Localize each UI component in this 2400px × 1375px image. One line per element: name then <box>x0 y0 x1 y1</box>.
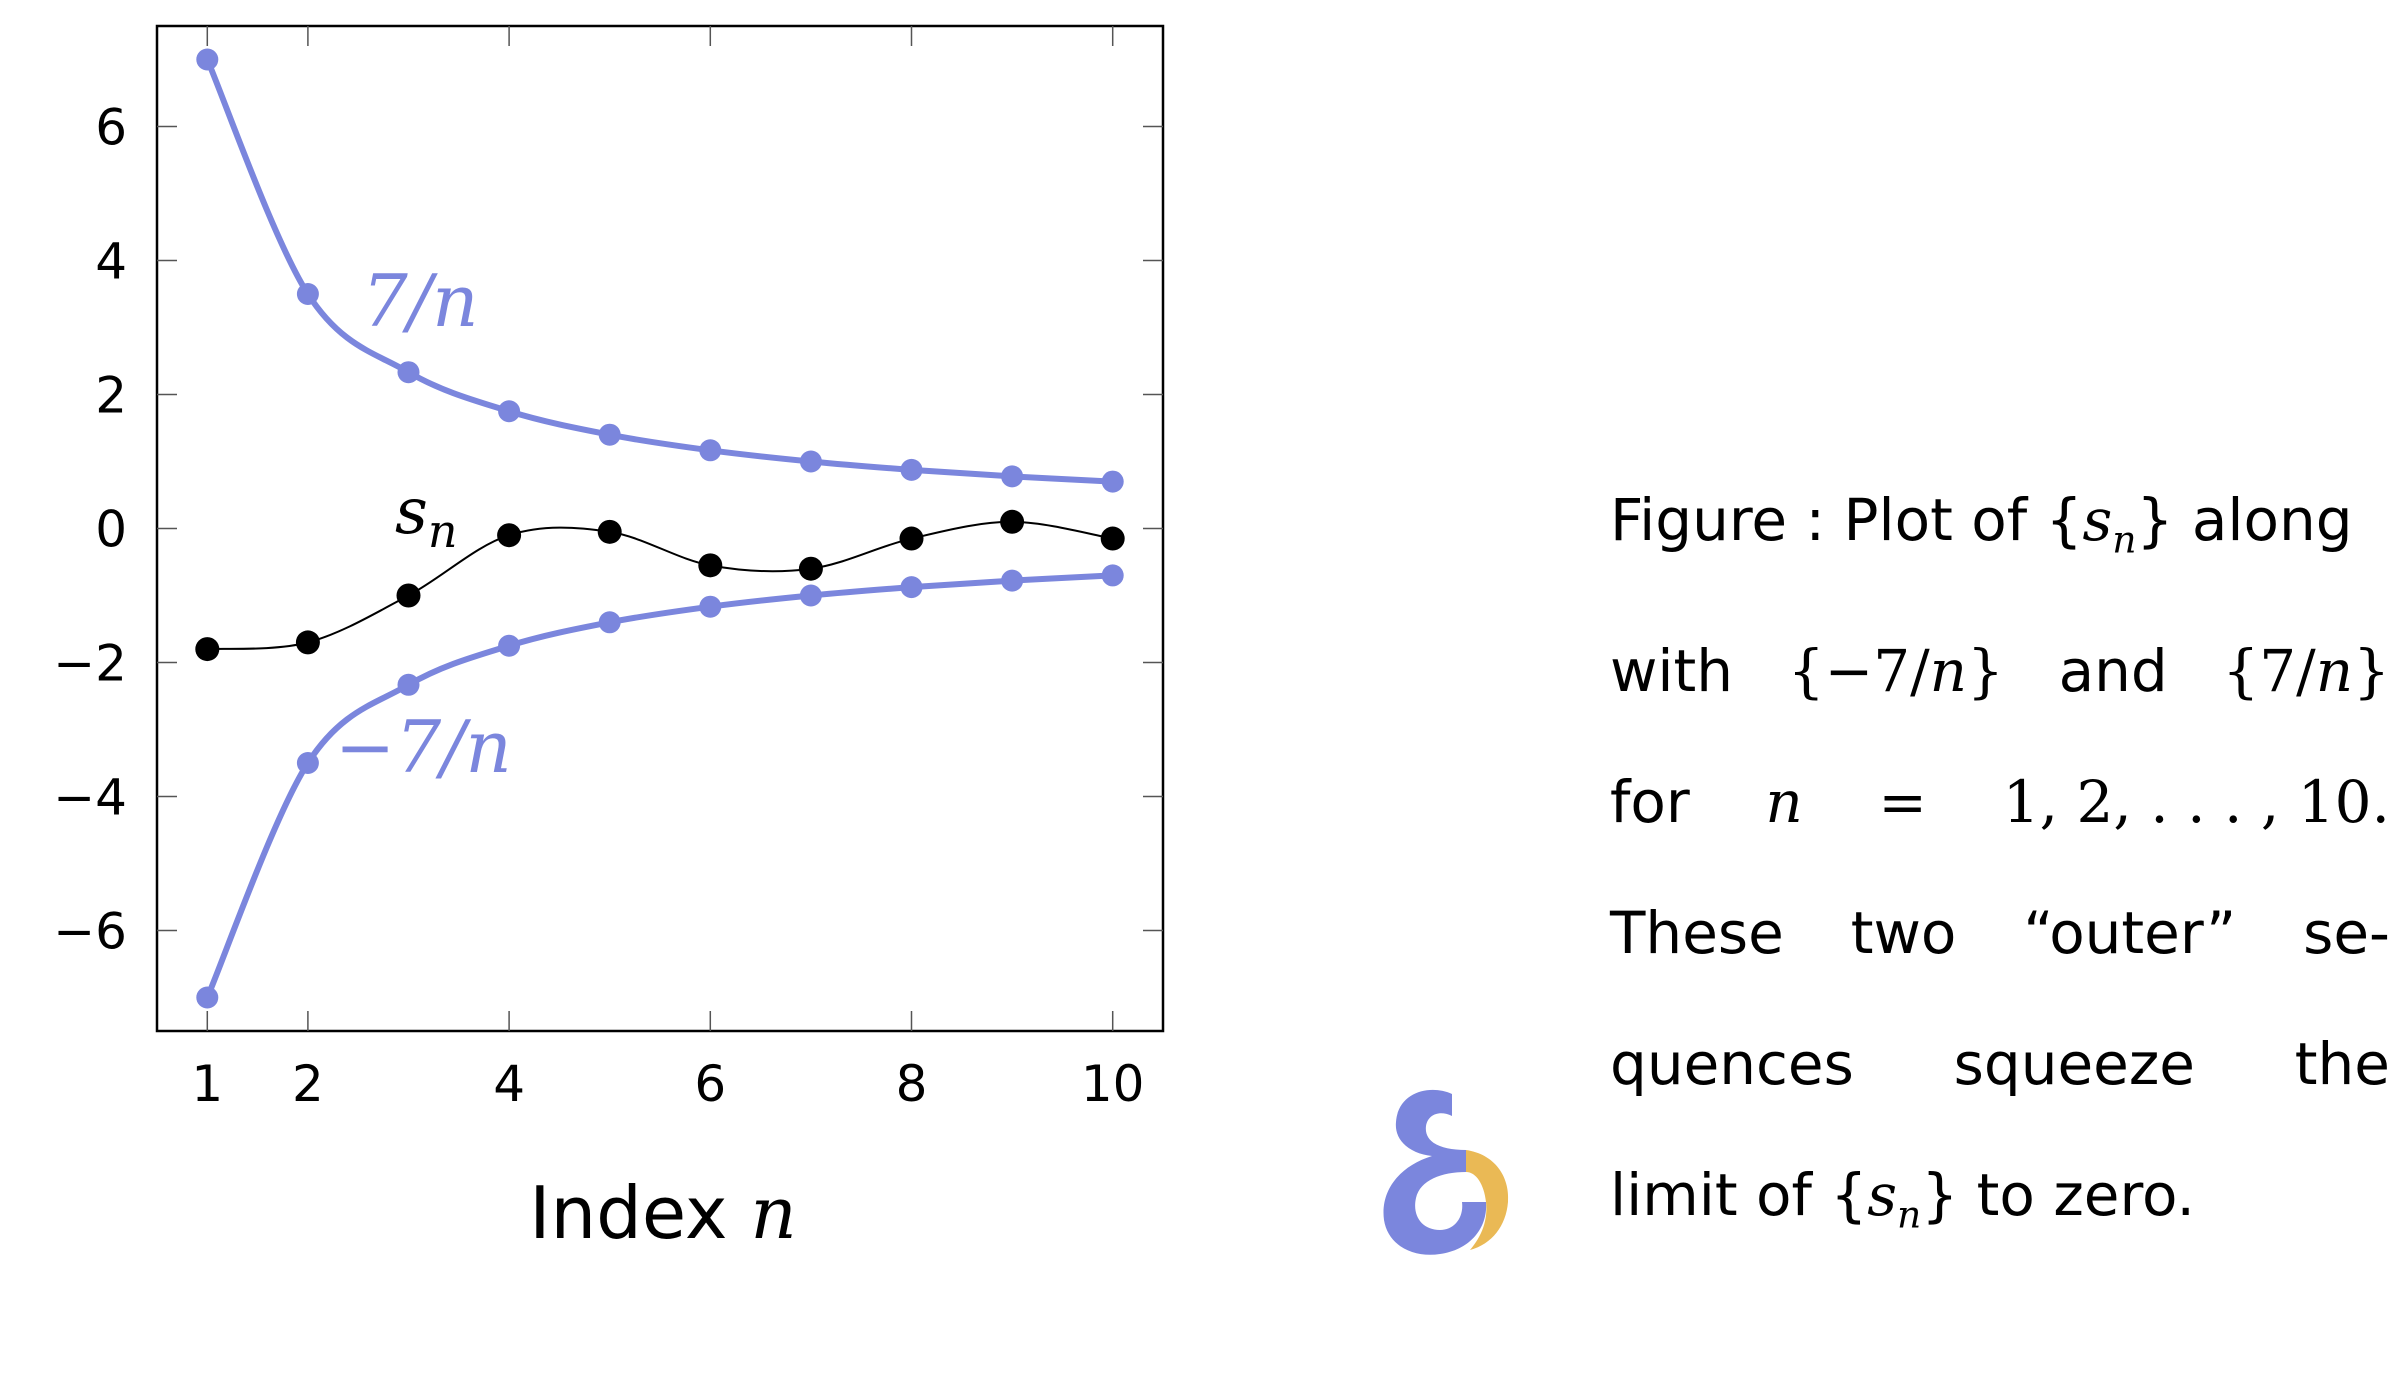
lower-bound-neg-7-over-n-point <box>699 595 722 618</box>
y-tick-label: −2 <box>53 635 127 693</box>
sequence-s-n-point <box>798 556 823 581</box>
sequence-s-n-point <box>1000 509 1025 534</box>
y-tick-label: 6 <box>95 99 127 157</box>
upper-bound-7-over-n-point <box>799 450 822 473</box>
sequence-s-n-point <box>396 583 421 608</box>
series-points <box>195 48 1125 1009</box>
logo-hole <box>1420 1182 1460 1222</box>
upper-bound-7-over-n-point <box>900 458 923 481</box>
upper-bound-7-over-n-point <box>699 439 722 462</box>
lower-bound-neg-7-over-n-point <box>498 634 521 657</box>
axes: 1 2 4 6 8 10 6 4 2 0 −2 −4 −6 <box>53 24 1165 1113</box>
sequence-s-n-point <box>195 637 220 662</box>
lower-bound-neg-7-over-n-point <box>1101 564 1124 587</box>
y-tick-label: 0 <box>95 501 127 559</box>
y-tick-label: −4 <box>53 769 127 827</box>
lower-bound-neg-7-over-n-point <box>1001 569 1024 592</box>
sequence-s-n-point <box>1100 526 1125 551</box>
series-labels: 7/n −7/n sn <box>335 259 512 789</box>
caption-line-1: Figure : Plot of {sn} along <box>1610 486 2353 562</box>
sequence-s-n-point <box>698 553 723 578</box>
overleaf-logo <box>1383 1089 1509 1255</box>
series-label-neg-7-over-n: −7/n <box>335 705 512 789</box>
upper-bound-7-over-n-point <box>397 361 420 384</box>
sequence-s-n-line <box>207 520 1113 651</box>
series-label-s-n: sn <box>395 475 457 558</box>
caption-line-2: with {−7/n} and {7/n} <box>1610 636 2390 705</box>
sequence-s-n-point <box>497 523 522 548</box>
lower-bound-neg-7-over-n-point <box>598 611 621 634</box>
lower-bound-neg-7-over-n-point <box>397 673 420 696</box>
upper-bound-7-over-n-point <box>296 283 319 305</box>
x-tick-label: 8 <box>896 1055 928 1113</box>
upper-bound-7-over-n-line <box>204 58 1113 485</box>
caption-line-4: These two “outer” se- <box>1610 898 2390 967</box>
y-tick-label: −6 <box>53 903 127 961</box>
x-axis-label: Index n <box>529 1171 796 1255</box>
x-tick-label: 10 <box>1081 1055 1145 1113</box>
x-tick-label: 6 <box>694 1055 726 1113</box>
upper-bound-7-over-n-point <box>1101 470 1124 493</box>
x-tick-label: 1 <box>191 1055 223 1113</box>
upper-bound-7-over-n-point <box>498 400 521 423</box>
series-curves <box>204 58 1113 999</box>
series-label-7-over-n: 7/n <box>362 259 478 343</box>
sequence-s-n-point <box>295 630 320 655</box>
y-tick-label: 4 <box>95 233 127 291</box>
sequence-s-n-point <box>597 519 622 544</box>
figure-caption: Figure : Plot of {sn} along with {−7/n} … <box>1610 455 2390 1280</box>
y-tick-label: 2 <box>95 367 127 425</box>
caption-line-5: quences squeeze the <box>1610 1029 2390 1098</box>
logo-accent-shape <box>1466 1150 1509 1250</box>
lower-bound-neg-7-over-n-point <box>296 752 319 774</box>
caption-line-3: for n = 1, 2, . . . , 10. <box>1610 767 2390 836</box>
x-tick-label: 2 <box>292 1055 324 1113</box>
lower-bound-neg-7-over-n-point <box>900 576 923 599</box>
lower-bound-neg-7-over-n-point <box>196 986 219 1009</box>
logo-leaf-shape <box>1383 1089 1487 1255</box>
chart: 1 2 4 6 8 10 6 4 2 0 −2 −4 −6 7/n −7/n sn Index n <box>53 24 1165 1255</box>
lower-bound-neg-7-over-n-point <box>799 584 822 607</box>
caption-line-6: limit of {sn} to zero. <box>1610 1160 2195 1237</box>
sequence-s-n-point <box>899 526 924 551</box>
upper-bound-7-over-n-point <box>196 48 219 71</box>
upper-bound-7-over-n-point <box>598 423 621 446</box>
upper-bound-7-over-n-point <box>1001 465 1024 488</box>
x-tick-label: 4 <box>493 1055 525 1113</box>
